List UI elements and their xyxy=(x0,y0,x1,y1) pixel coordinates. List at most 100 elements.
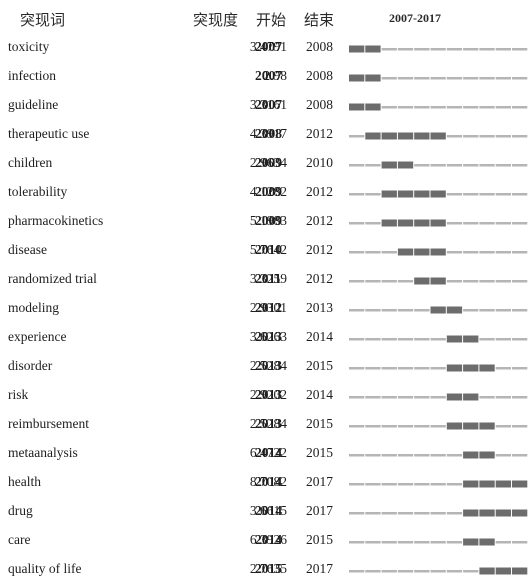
begin-cell: 2013 xyxy=(255,329,282,344)
strength-cell: 4.1282 xyxy=(249,184,287,199)
end-cell: 2010 xyxy=(306,155,333,170)
strength-cell: 2.5284 xyxy=(249,358,287,373)
end-cell: 2014 xyxy=(306,329,333,344)
strength-cell: 3.3161 xyxy=(249,97,287,112)
header-keyword: 突现词 xyxy=(20,11,66,29)
table-row: children 2.9634 2009 2010 xyxy=(0,149,529,178)
keyword-cell: modeling xyxy=(8,300,59,315)
strength-cell: 3.3259 xyxy=(249,271,287,286)
strength-cell: 5.7642 xyxy=(249,242,287,257)
begin-cell: 2014 xyxy=(255,445,282,460)
keyword-cell: toxicity xyxy=(8,39,50,54)
keyword-cell: guideline xyxy=(8,97,59,112)
strength-cell: 6.4722 xyxy=(249,445,287,460)
end-cell: 2017 xyxy=(306,503,333,518)
end-cell: 2012 xyxy=(306,213,333,228)
begin-cell: 2007 xyxy=(255,39,282,54)
end-cell: 2017 xyxy=(306,474,333,489)
table-row: experience 3.6263 2013 2014 xyxy=(0,323,529,352)
table-row: guideline 3.3161 2007 2008 xyxy=(0,91,529,120)
end-cell: 2015 xyxy=(306,445,333,460)
keyword-cell: care xyxy=(8,532,31,547)
begin-cell: 2007 xyxy=(255,68,282,83)
begin-cell: 2007 xyxy=(255,97,282,112)
table-row: care 6.3926 2014 2015 xyxy=(0,526,529,555)
end-cell: 2013 xyxy=(306,300,333,315)
end-cell: 2012 xyxy=(306,126,333,141)
table-row: tolerability 4.1282 2009 2012 xyxy=(0,178,529,207)
strength-cell: 4.3917 xyxy=(249,126,287,141)
begin-cell: 2013 xyxy=(255,358,282,373)
strength-cell: 2.98 xyxy=(263,68,287,83)
end-cell: 2015 xyxy=(306,416,333,431)
header-strength: 突现度 xyxy=(193,11,239,29)
begin-cell: 2009 xyxy=(255,213,282,228)
keyword-cell: pharmacokinetics xyxy=(8,213,104,228)
begin-cell: 2010 xyxy=(255,242,282,257)
header-begin: 开始 xyxy=(256,11,287,29)
begin-cell: 2009 xyxy=(255,184,282,199)
strength-cell: 8.7082 xyxy=(249,474,287,489)
end-cell: 2012 xyxy=(306,242,333,257)
begin-cell: 2009 xyxy=(255,155,282,170)
strength-cell: 3.6263 xyxy=(249,329,287,344)
keyword-cell: reimbursement xyxy=(8,416,89,431)
header-end: 结束 xyxy=(304,11,335,29)
strength-cell: 2.9301 xyxy=(249,300,287,315)
begin-cell: 2012 xyxy=(255,300,282,315)
end-cell: 2008 xyxy=(306,97,333,112)
table-row: modeling 2.9301 2012 2013 xyxy=(0,294,529,323)
begin-cell: 2015 xyxy=(255,561,282,576)
keyword-cell: risk xyxy=(8,387,29,402)
strength-cell: 2.7635 xyxy=(249,561,287,576)
table-row: quality of life 2.7635 2015 2017 xyxy=(0,555,529,584)
table-row: disorder 2.5284 2013 2015 xyxy=(0,352,529,381)
table-row: metaanalysis 6.4722 2014 2015 xyxy=(0,439,529,468)
strength-cell: 3.4791 xyxy=(249,39,287,54)
keyword-cell: drug xyxy=(8,503,33,518)
begin-cell: 2013 xyxy=(255,416,282,431)
keyword-cell: quality of life xyxy=(8,561,82,576)
keyword-cell: infection xyxy=(8,68,56,83)
begin-cell: 2008 xyxy=(255,126,282,141)
strength-cell: 6.3926 xyxy=(249,532,287,547)
begin-cell: 2014 xyxy=(255,532,282,547)
table-row: risk 2.9202 2013 2014 xyxy=(0,381,529,410)
begin-cell: 2014 xyxy=(255,503,282,518)
strength-cell: 3.6615 xyxy=(249,503,287,518)
keyword-cell: children xyxy=(8,155,53,170)
begin-cell: 2013 xyxy=(255,387,282,402)
header-range: 2007-2017 xyxy=(389,11,441,25)
table-row: infection 2.98 2007 2008 xyxy=(0,62,529,91)
strength-cell: 5.1983 xyxy=(249,213,287,228)
table-header: 突现词 突现度 开始 结束 2007-2017 xyxy=(0,0,529,36)
keyword-cell: randomized trial xyxy=(8,271,97,286)
keyword-cell: tolerability xyxy=(8,184,68,199)
strength-cell: 2.5284 xyxy=(249,416,287,431)
table-row: disease 5.7642 2010 2012 xyxy=(0,236,529,265)
end-cell: 2015 xyxy=(306,532,333,547)
end-cell: 2015 xyxy=(306,358,333,373)
table-row: reimbursement 2.5284 2013 2015 xyxy=(0,410,529,439)
keyword-cell: health xyxy=(8,474,41,489)
strength-cell: 2.9634 xyxy=(249,155,287,170)
table-row: therapeutic use 4.3917 2008 2012 xyxy=(0,120,529,149)
table-row: toxicity 3.4791 2007 2008 xyxy=(0,33,529,62)
end-cell: 2017 xyxy=(306,561,333,576)
table-row: pharmacokinetics 5.1983 2009 2012 xyxy=(0,207,529,236)
keyword-cell: experience xyxy=(8,329,67,344)
keyword-cell: metaanalysis xyxy=(8,445,78,460)
table-row: drug 3.6615 2014 2017 xyxy=(0,497,529,526)
table-row: randomized trial 3.3259 2011 2012 xyxy=(0,265,529,294)
end-cell: 2012 xyxy=(306,271,333,286)
strength-cell: 2.9202 xyxy=(249,387,287,402)
keyword-cell: therapeutic use xyxy=(8,126,90,141)
table-row: health 8.7082 2014 2017 xyxy=(0,468,529,497)
end-cell: 2008 xyxy=(306,68,333,83)
end-cell: 2014 xyxy=(306,387,333,402)
begin-cell: 2014 xyxy=(255,474,282,489)
end-cell: 2008 xyxy=(306,39,333,54)
keyword-cell: disorder xyxy=(8,358,53,373)
end-cell: 2012 xyxy=(306,184,333,199)
keyword-cell: disease xyxy=(8,242,47,257)
